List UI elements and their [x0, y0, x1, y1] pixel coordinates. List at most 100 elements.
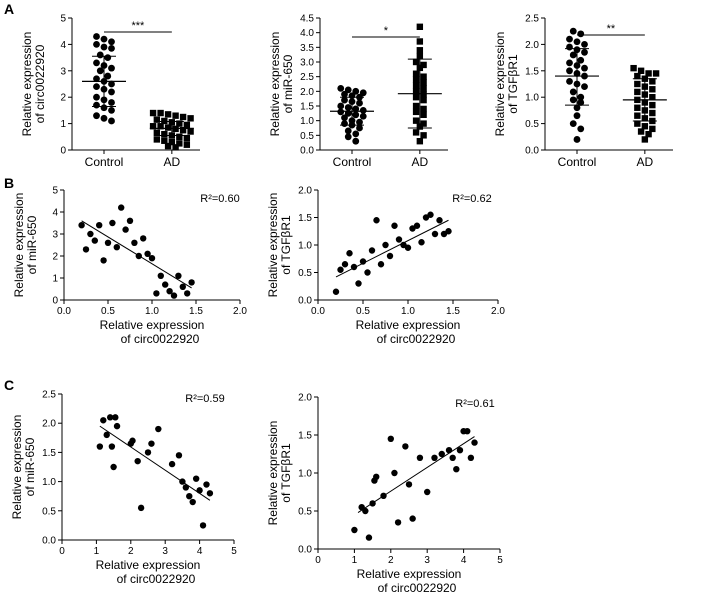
data-point-ad	[420, 85, 427, 92]
x-tick-label: 3	[162, 546, 168, 557]
x-tick-label: 0.0	[311, 306, 325, 317]
x-category-label: Control	[333, 155, 372, 169]
data-point	[416, 454, 424, 461]
data-point-control	[93, 93, 100, 101]
data-point-ad	[645, 130, 652, 138]
data-point	[431, 230, 439, 238]
y-tick-label: 2.5	[300, 72, 314, 83]
data-point	[186, 493, 193, 500]
data-point	[391, 222, 398, 229]
x-axis-title: Relative expression of circ0022920	[356, 318, 461, 346]
data-point-ad	[176, 133, 183, 140]
data-point-control	[108, 117, 115, 125]
data-point-control	[104, 54, 112, 61]
data-point	[192, 475, 200, 482]
data-point-ad	[153, 129, 161, 137]
data-point	[382, 241, 389, 249]
data-point	[129, 437, 136, 444]
data-point-control	[93, 33, 100, 40]
data-point	[453, 466, 460, 473]
data-point-ad	[187, 115, 194, 122]
data-point-control	[108, 99, 115, 106]
data-point-control	[108, 44, 115, 52]
chart-a1: 0 1 2 3 4 5 Relative expressionof circ0022920 C…	[20, 14, 200, 169]
x-axis-title-line: of circ0022920	[377, 332, 456, 346]
data-point-control	[359, 107, 367, 114]
data-point	[113, 422, 121, 430]
data-point-ad	[176, 140, 183, 147]
data-point-ad	[416, 138, 424, 145]
data-point	[196, 487, 203, 494]
data-point-ad	[412, 117, 420, 124]
x-tick-label: 5	[497, 555, 503, 566]
data-point	[166, 288, 173, 295]
data-point	[170, 292, 178, 299]
data-point-ad	[634, 112, 641, 119]
y-axis-title-line: Relative expression	[12, 193, 26, 298]
y-tick-label: 0.0	[42, 536, 56, 547]
data-point-control	[569, 120, 577, 127]
data-point	[364, 269, 371, 276]
x-axis-title-line: Relative expression	[96, 558, 201, 572]
data-point-control	[581, 83, 588, 91]
data-point	[438, 450, 445, 458]
data-point-ad	[634, 120, 641, 127]
x-tick-label: 2.0	[491, 306, 505, 317]
y-tick-label: 5	[60, 14, 66, 25]
data-point	[109, 219, 116, 227]
data-point	[100, 417, 107, 424]
y-axis-title-line: of TGFβR1	[279, 443, 293, 503]
x-tick-label: 1.0	[145, 306, 159, 317]
data-point-control	[341, 90, 348, 98]
data-point-ad	[179, 127, 187, 134]
data-point-ad	[420, 96, 427, 104]
r-squared-label: R²=0.59	[185, 393, 224, 405]
data-point	[140, 235, 147, 242]
data-point	[110, 463, 117, 471]
data-point	[373, 217, 380, 224]
data-point-ad	[149, 123, 157, 130]
data-point-ad	[164, 142, 172, 150]
y-tick-label: 1	[52, 274, 58, 285]
data-point-ad	[172, 144, 179, 151]
x-axis-title: Relative expression of circ0022920	[357, 567, 462, 592]
y-tick-label: 0.5	[298, 507, 312, 518]
x-tick-label: 2	[128, 546, 134, 557]
data-point	[409, 515, 416, 522]
data-point	[134, 457, 141, 465]
data-point	[337, 266, 344, 273]
r-squared-label: R²=0.61	[455, 398, 494, 410]
y-axis-title: Relative expressionof miR-650	[12, 193, 39, 298]
data-point	[184, 290, 191, 297]
y-tick-label: 4.0	[300, 28, 314, 39]
data-point	[373, 473, 380, 480]
data-point	[113, 244, 121, 251]
data-point	[405, 481, 413, 488]
data-point-ad	[412, 82, 420, 89]
y-axis-title-line: Relative expression	[20, 32, 34, 137]
data-point-control	[566, 43, 573, 51]
data-point-control	[337, 85, 345, 92]
data-point	[82, 246, 90, 253]
data-point	[162, 281, 169, 288]
x-tick-label: 1	[352, 555, 358, 566]
y-tick-label: 0.5	[525, 119, 539, 130]
data-point	[402, 443, 409, 450]
data-point-control	[573, 136, 581, 143]
data-point-control	[108, 88, 115, 96]
data-point	[155, 425, 162, 433]
y-tick-label: 2.0	[42, 419, 56, 430]
x-axis-title: Relative expression of circ0022920	[96, 558, 201, 586]
data-point-ad	[183, 121, 191, 129]
data-point-control	[93, 83, 100, 91]
y-axis-title-line: of TGFβR1	[506, 54, 520, 114]
data-point	[386, 252, 394, 260]
x-category-label: Control	[85, 155, 124, 169]
regression-line	[81, 220, 192, 289]
data-point	[168, 460, 176, 468]
data-point-ad	[176, 120, 183, 127]
y-tick-label: 2	[60, 93, 66, 104]
data-point-control	[93, 101, 100, 109]
